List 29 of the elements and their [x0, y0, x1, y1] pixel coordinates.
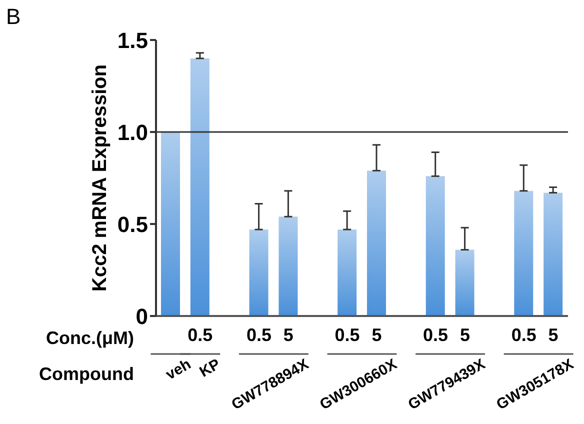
- bar: [161, 132, 180, 316]
- x-tick-label: 0.5: [511, 324, 536, 345]
- bar: [367, 170, 386, 316]
- bar: [514, 190, 534, 316]
- x-tick-label: 5: [372, 324, 382, 345]
- bar: [249, 230, 268, 316]
- y-tick-label: 1.5: [117, 28, 148, 53]
- x-tick-label: 0.5: [423, 324, 448, 345]
- text: Conc.(μM): [46, 328, 134, 348]
- bar: [278, 216, 298, 316]
- bar: [190, 58, 210, 316]
- bar: [338, 230, 357, 316]
- text: veh: [163, 356, 194, 384]
- x-tick-label: 5: [283, 324, 294, 345]
- bar: [426, 176, 445, 316]
- text: B: [6, 4, 21, 29]
- y-tick-label: 1.0: [117, 120, 148, 145]
- x-tick-label: 5: [548, 324, 558, 345]
- bar: [544, 192, 563, 316]
- text: KP: [196, 356, 224, 381]
- x-tick-label: 5: [460, 324, 470, 345]
- x-tick-label: 0.5: [188, 324, 213, 345]
- bar: [455, 250, 474, 316]
- y-axis-title: Kcc2 mRNA Expression: [89, 64, 111, 292]
- text: Compound: [39, 364, 134, 384]
- x-tick-label: 0.5: [334, 324, 360, 345]
- y-tick-label: 0.5: [117, 212, 148, 237]
- x-tick-label: 0.5: [246, 324, 272, 345]
- y-tick-label: 0: [136, 304, 148, 329]
